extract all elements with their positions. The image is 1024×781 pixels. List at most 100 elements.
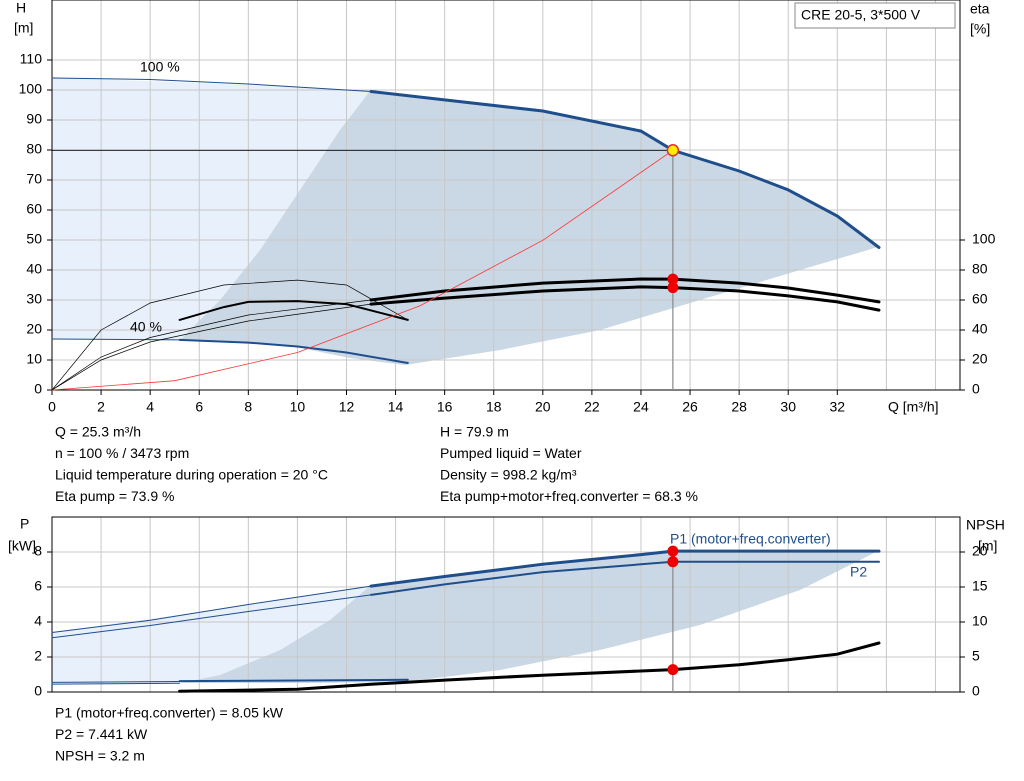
curve — [51, 279, 409, 391]
y2-tick-label: 80 — [972, 261, 988, 277]
y-tick-label: 20 — [26, 321, 42, 337]
x-tick-label: 28 — [731, 399, 747, 415]
y-tick-label: 6 — [34, 578, 42, 594]
curve — [51, 682, 181, 685]
info-line: Q = 25.3 m³/h — [55, 424, 141, 440]
y-tick-label: 0 — [34, 683, 42, 699]
range-light — [52, 586, 370, 683]
curve — [51, 338, 181, 341]
x-tick-label: 12 — [339, 399, 355, 415]
axis-label: eta — [970, 1, 990, 17]
x-tick-label: 10 — [290, 399, 306, 415]
plot: 0 2 4 6 8 10 12 14 16 18 20 22 24 26 28 30 3201020304050… — [19, 0, 996, 699]
y-tick-label: 40 — [26, 261, 42, 277]
range-dark — [180, 91, 878, 365]
axis-unit: [kW] — [8, 538, 36, 554]
range-light — [52, 77, 370, 340]
curve — [178, 338, 409, 364]
x-tick-label: 18 — [486, 399, 502, 415]
annotation: 40 % — [130, 319, 162, 335]
x-tick-label: 20 — [535, 399, 551, 415]
info-line: n = 100 % / 3473 rpm — [55, 445, 189, 461]
info-line: H = 79.9 m — [440, 424, 509, 440]
x-tick-label: 32 — [830, 399, 846, 415]
annotation: P2 — [850, 564, 867, 580]
curve — [51, 585, 372, 633]
curve — [51, 681, 181, 683]
info-line: NPSH = 3.2 m — [55, 748, 145, 764]
model: CRE 20-5, 3*500 V — [801, 7, 921, 23]
curve — [51, 149, 674, 391]
curve — [178, 678, 409, 683]
y2-tick-label: 10 — [972, 613, 988, 629]
y2-tick-label: 5 — [972, 648, 980, 664]
axis-label: P — [20, 516, 29, 532]
operating-range — [52, 77, 878, 683]
x-tick-label: 4 — [146, 399, 154, 415]
y-tick-label: 0 — [34, 381, 42, 397]
y-tick-label: 10 — [26, 351, 42, 367]
info-line: Eta pump+motor+freq.converter = 68.3 % — [440, 488, 698, 504]
axis-unit: [%] — [970, 21, 990, 37]
marker — [667, 273, 679, 285]
y2-tick-label: 0 — [972, 381, 980, 397]
info-line: Pumped liquid = Water — [440, 445, 582, 461]
curve — [178, 300, 409, 321]
annotation: 100 % — [140, 59, 180, 75]
curve — [51, 303, 372, 391]
y-tick-label: 60 — [26, 201, 42, 217]
axis-unit: [m] — [14, 20, 33, 36]
marker — [666, 144, 680, 157]
axis-label: H — [16, 0, 26, 16]
y-tick-label: 70 — [26, 171, 42, 187]
curve — [51, 594, 372, 639]
axis-label: NPSH — [966, 517, 1005, 533]
y2-tick-label: 20 — [972, 351, 988, 367]
marker — [667, 545, 679, 557]
x-tick-label: 6 — [195, 399, 203, 415]
y2-tick-label: 60 — [972, 291, 988, 307]
x-tick-label: 30 — [780, 399, 796, 415]
axis-unit: [m] — [978, 538, 997, 554]
marker — [667, 282, 679, 294]
y2-tick-label: 0 — [972, 683, 980, 699]
x-tick-label: 8 — [244, 399, 252, 415]
y-tick-label: 4 — [34, 613, 42, 629]
curve — [51, 299, 372, 391]
plot-frame — [51, 516, 961, 693]
x-tick-label: 22 — [584, 399, 600, 415]
curve — [178, 641, 881, 693]
y-tick-label: 110 — [20, 51, 43, 67]
y-tick-label: 8 — [34, 543, 42, 559]
x-tick-label: 26 — [682, 399, 698, 415]
y2-tick-label: 40 — [972, 321, 988, 337]
curve — [51, 77, 372, 92]
x-tick-label: 14 — [388, 399, 404, 415]
info-line: Liquid temperature during operation = 20… — [55, 467, 328, 483]
x-tick-label: 16 — [437, 399, 453, 415]
info-line: Eta pump = 73.9 % — [55, 488, 174, 504]
y-tick-label: 80 — [26, 141, 42, 157]
info-line: Density = 998.2 kg/m³ — [440, 467, 577, 483]
curve — [369, 549, 881, 588]
curve — [370, 560, 880, 596]
y2-tick-label: 100 — [972, 231, 996, 247]
y-tick-label: 100 — [19, 81, 43, 97]
x-tick-label: 24 — [633, 399, 649, 415]
y2-tick-label: 20 — [972, 543, 988, 559]
y-tick-label: 2 — [34, 648, 42, 664]
info-line: P1 (motor+freq.converter) = 8.05 kW — [55, 705, 284, 721]
x-tick-label: 0 — [48, 399, 56, 415]
info-line: P2 = 7.441 kW — [55, 726, 148, 742]
y-tick-label: 50 — [26, 231, 42, 247]
y2-tick-label: 15 — [972, 578, 988, 594]
marker — [667, 556, 679, 568]
annotation: P1 (motor+freq.converter) — [670, 531, 831, 547]
range-dark — [180, 551, 878, 683]
y-tick-label: 30 — [26, 291, 42, 307]
info: Q = 25.3 m³/h n = 100 % / 3473 rpm Liquid … — [55, 424, 698, 764]
y-tick-label: 90 — [26, 111, 42, 127]
marker — [667, 664, 679, 676]
x-tick-label: 2 — [97, 399, 105, 415]
